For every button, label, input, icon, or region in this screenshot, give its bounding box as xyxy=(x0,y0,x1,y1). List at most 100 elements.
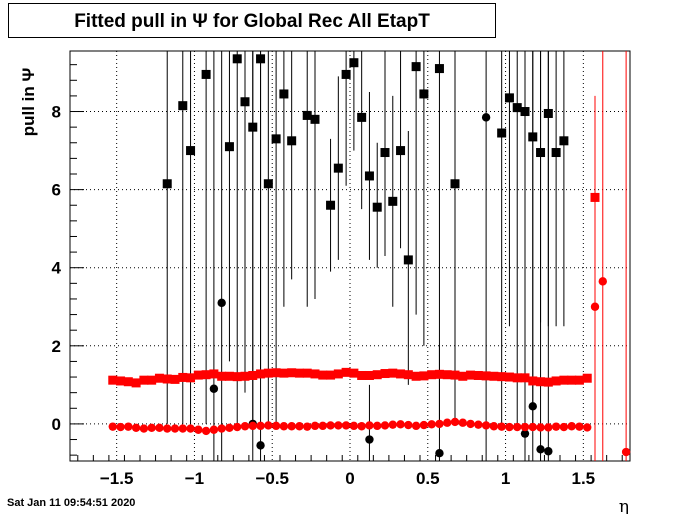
data-point-square xyxy=(512,103,522,113)
data-point-circle xyxy=(240,422,250,431)
data-point-circle xyxy=(551,422,561,431)
data-point-square xyxy=(287,136,297,146)
data-point-circle xyxy=(170,424,180,433)
data-point-square xyxy=(559,136,569,146)
data-point-square xyxy=(333,163,343,173)
data-point-circle xyxy=(178,424,187,433)
data-point-square xyxy=(466,370,476,380)
x-tick-label: 0.5 xyxy=(416,469,440,488)
data-point-square xyxy=(497,128,507,138)
data-point-circle xyxy=(131,423,141,433)
data-point-square xyxy=(178,101,188,111)
data-point-circle xyxy=(334,421,343,430)
data-point-square xyxy=(193,370,203,380)
timestamp: Sat Jan 11 09:54:51 2020 xyxy=(7,497,136,509)
data-point-square xyxy=(380,148,390,158)
data-point-circle xyxy=(155,423,164,433)
data-point-circle xyxy=(233,422,242,432)
data-point-square xyxy=(326,370,336,380)
data-point-circle xyxy=(279,422,289,431)
data-point-circle xyxy=(303,422,312,431)
data-point-circle xyxy=(419,420,429,430)
data-point-square xyxy=(582,373,592,383)
data-point-circle xyxy=(458,418,467,427)
data-point-square xyxy=(302,110,312,120)
data-point-circle xyxy=(217,298,226,308)
data-point-square xyxy=(139,375,149,385)
data-point-circle xyxy=(497,422,506,431)
data-point-circle xyxy=(427,420,436,429)
data-point-square xyxy=(411,62,421,72)
chart-title: Fitted pull in Ψ for Global Rec All Etap… xyxy=(74,11,430,32)
data-point-square xyxy=(108,375,118,385)
data-point-circle xyxy=(194,425,203,434)
data-point-square xyxy=(232,54,242,64)
data-point-circle xyxy=(536,423,545,432)
data-point-square xyxy=(318,370,328,380)
data-point-square xyxy=(442,370,452,380)
data-point-circle xyxy=(256,441,265,450)
data-point-circle xyxy=(248,421,257,431)
data-point-square xyxy=(178,372,188,382)
data-point-square xyxy=(326,200,336,210)
data-point-circle xyxy=(559,422,569,432)
data-point-square xyxy=(497,372,507,382)
data-point-square xyxy=(201,370,211,380)
x-tick-label: −0.5 xyxy=(255,469,289,488)
data-point-square xyxy=(458,371,468,381)
y-tick-label: 4 xyxy=(52,259,62,278)
data-point-circle xyxy=(209,425,219,434)
data-point-square xyxy=(372,202,382,212)
data-point-square xyxy=(504,372,514,382)
data-point-square xyxy=(287,368,297,378)
data-point-circle xyxy=(326,421,335,430)
data-point-square xyxy=(364,171,374,181)
data-point-square xyxy=(123,377,133,387)
data-point-circle xyxy=(209,384,219,393)
data-point-square xyxy=(481,371,491,381)
data-point-square xyxy=(201,69,211,79)
data-point-circle xyxy=(528,422,537,432)
data-point-square xyxy=(186,146,196,156)
data-point-circle xyxy=(295,422,304,431)
data-point-circle xyxy=(116,422,125,432)
title-box: Fitted pull in Ψ for Global Rec All Etap… xyxy=(8,3,496,38)
data-point-circle xyxy=(474,420,483,429)
data-point-square xyxy=(116,376,126,386)
data-point-circle xyxy=(186,424,195,433)
data-point-circle xyxy=(520,422,530,432)
data-point-circle xyxy=(271,421,281,431)
data-point-circle xyxy=(380,421,390,430)
data-point-square xyxy=(240,371,250,381)
data-point-square xyxy=(551,148,561,158)
data-point-circle xyxy=(318,421,327,431)
y-axis-label: pull in Ψ xyxy=(19,68,38,137)
data-point-square xyxy=(224,142,234,152)
data-point-circle xyxy=(435,448,444,458)
data-point-circle xyxy=(341,421,351,430)
data-point-circle xyxy=(373,421,382,431)
data-point-square xyxy=(209,369,219,379)
data-point-circle xyxy=(404,420,413,430)
data-point-square xyxy=(271,368,281,378)
data-point-square xyxy=(419,371,429,381)
data-point-circle xyxy=(489,422,499,431)
data-point-circle xyxy=(536,445,545,454)
axis-ticks xyxy=(70,64,623,461)
data-point-square xyxy=(396,369,406,379)
x-tick-label: 1 xyxy=(501,469,510,488)
data-point-square xyxy=(217,371,227,381)
data-point-circle xyxy=(256,421,265,431)
data-point-square xyxy=(372,370,382,380)
data-marks xyxy=(108,51,631,461)
y-tick-label: 6 xyxy=(52,181,61,200)
x-tick-label: 0 xyxy=(345,469,354,488)
data-point-square xyxy=(536,377,546,387)
data-point-square xyxy=(434,64,444,74)
data-point-circle xyxy=(310,421,320,431)
data-point-circle xyxy=(139,424,149,433)
data-point-circle xyxy=(147,423,156,433)
data-point-square xyxy=(131,378,141,388)
data-point-square xyxy=(162,374,172,384)
